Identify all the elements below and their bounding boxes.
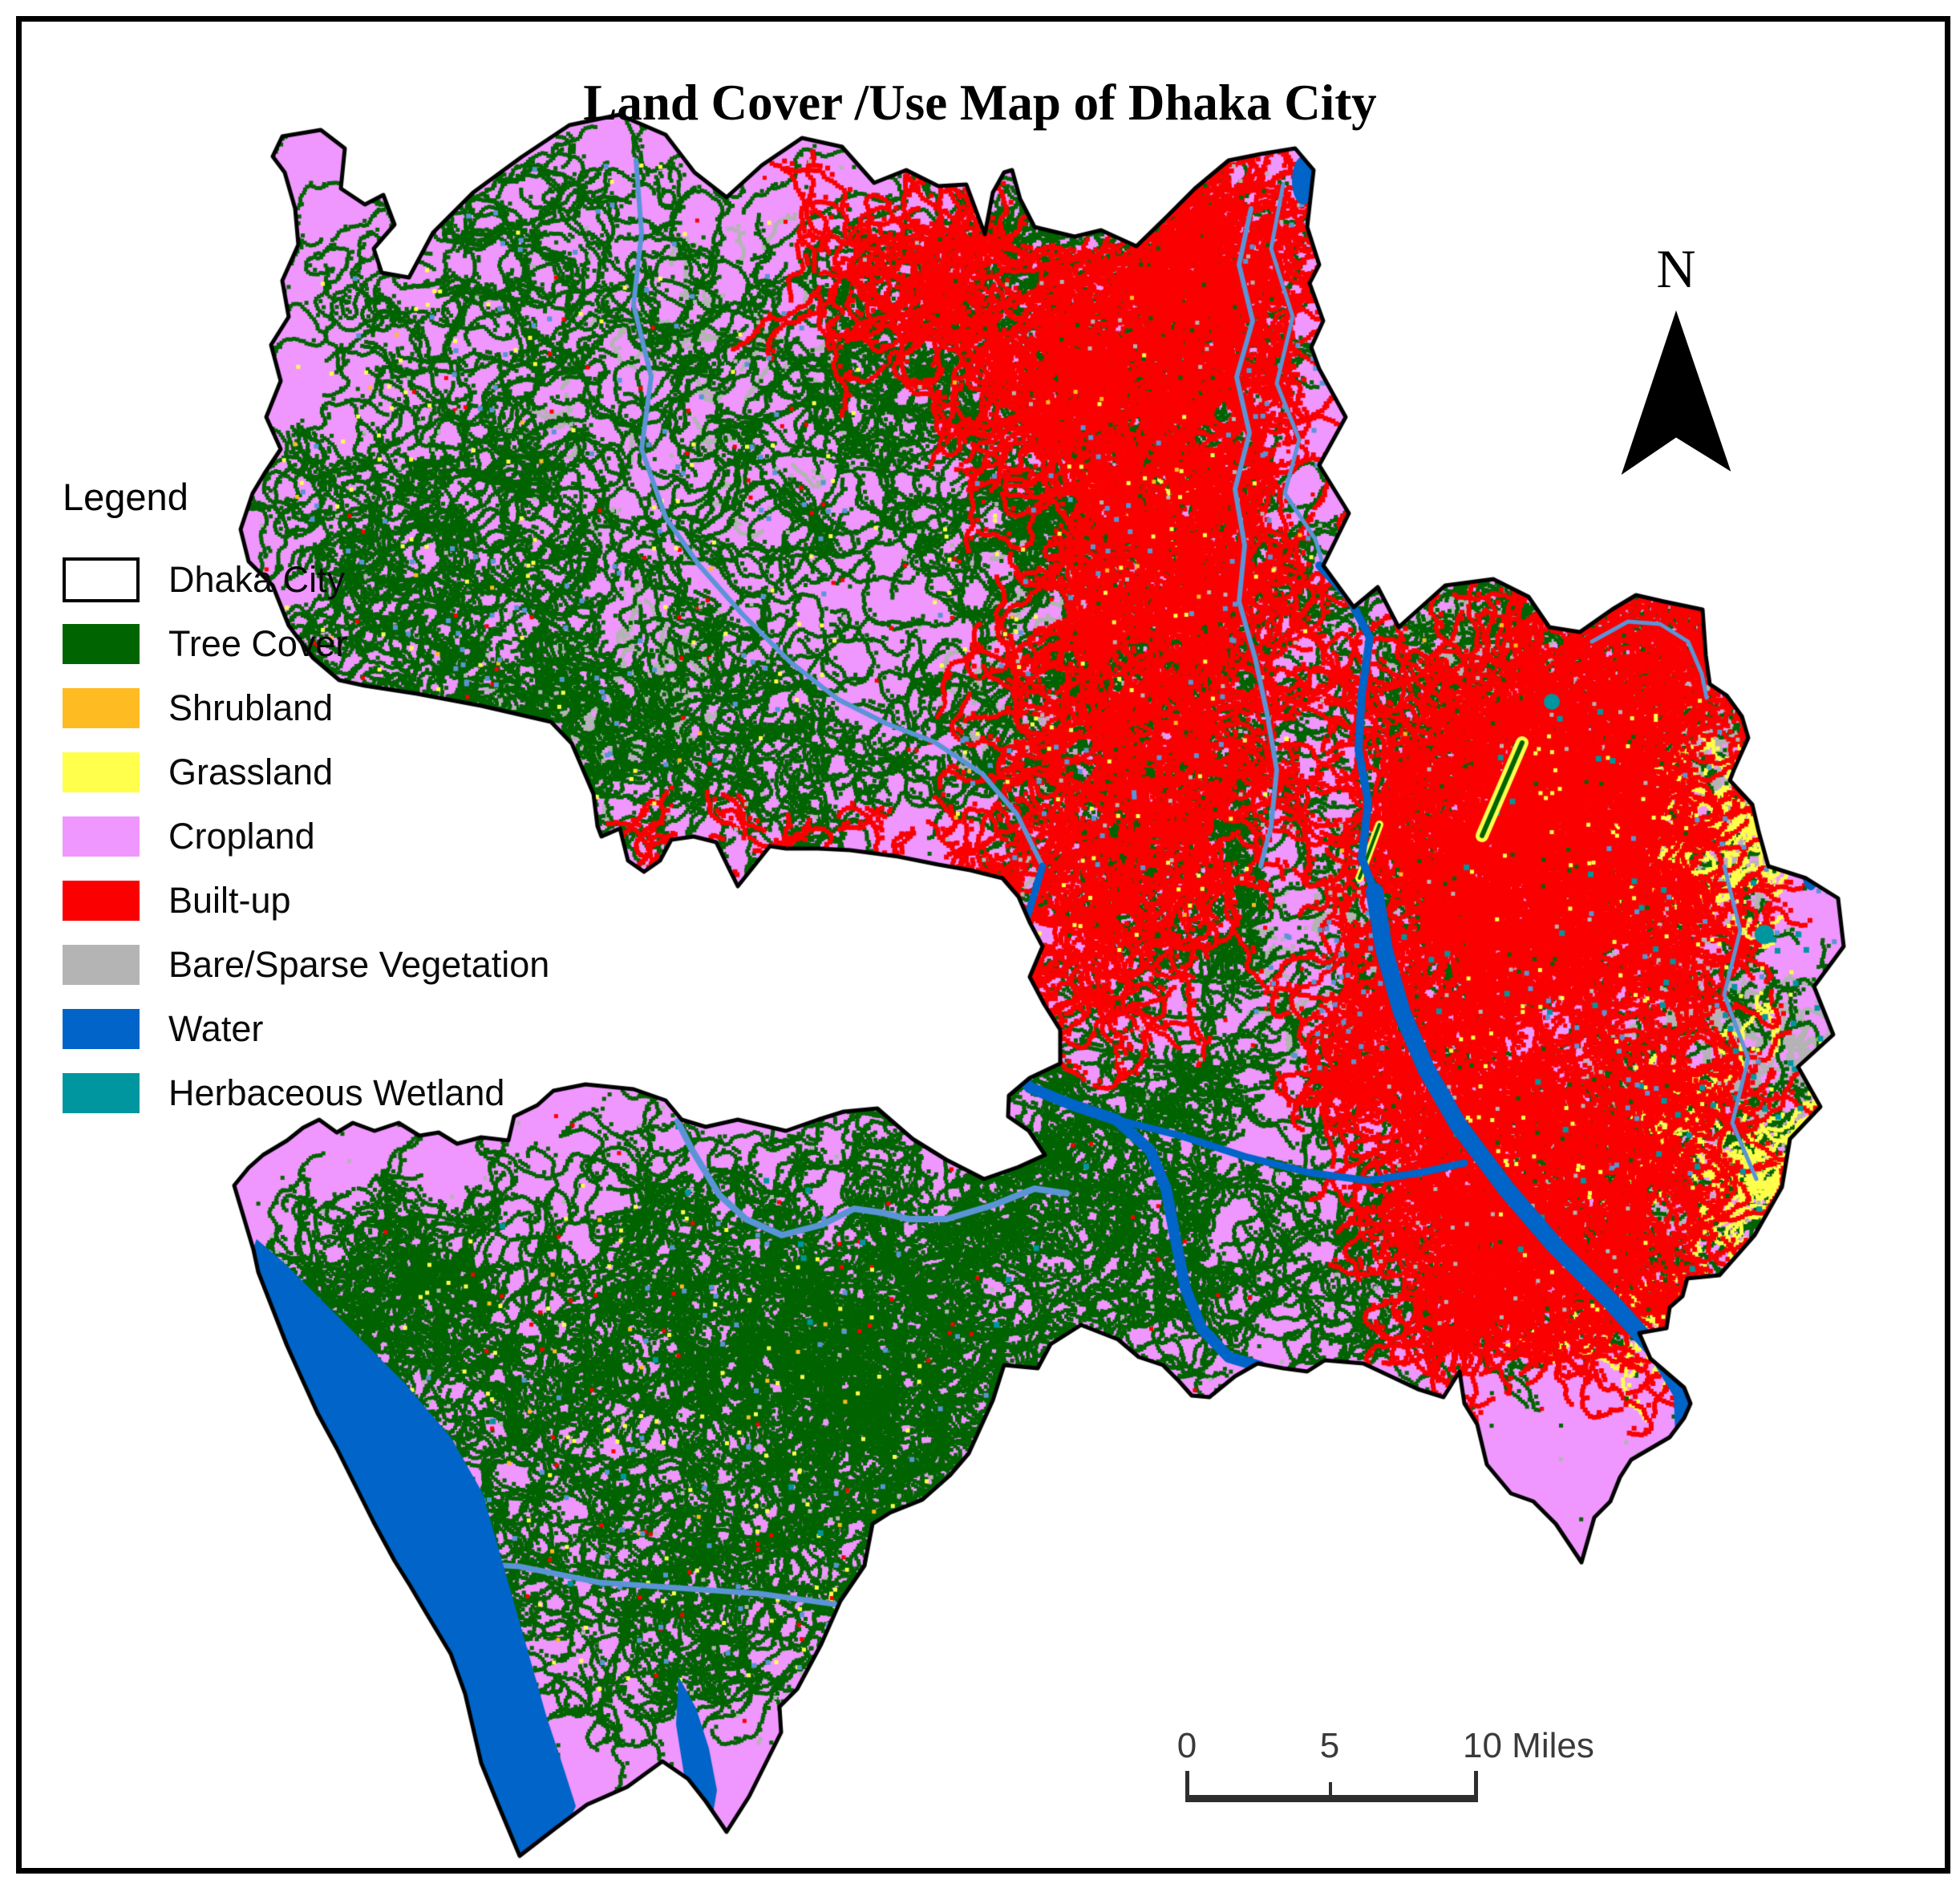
scale-bar: 0 5 10 Miles (1169, 1726, 1618, 1814)
legend-label: Bare/Sparse Vegetation (168, 944, 550, 985)
scale-label-0: 0 (1176, 1726, 1197, 1765)
legend-label: Grassland (168, 752, 334, 792)
legend-swatch (63, 557, 140, 602)
legend-item-dhaka-city: Dhaka City (63, 548, 549, 612)
legend-item-herbaceous-wetland: Herbaceous Wetland (63, 1061, 549, 1125)
legend-swatch (63, 1073, 140, 1113)
legend-swatch (63, 1009, 140, 1049)
scale-baseline (1185, 1795, 1478, 1802)
legend-title: Legend (63, 476, 188, 518)
legend-item-grassland: Grassland (63, 740, 549, 804)
map-title: Land Cover /Use Map of Dhaka City (583, 75, 1377, 132)
legend-label: Tree Cover (168, 623, 348, 664)
legend-label: Water (168, 1008, 264, 1049)
scale-label-5: 5 (1319, 1726, 1340, 1765)
legend-swatch (63, 945, 140, 985)
legend-item-bare-sparse-vegetation: Bare/Sparse Vegetation (63, 933, 549, 997)
legend-items: Dhaka City Tree Cover Shrubland Grassland Cr… (63, 548, 549, 1125)
legend-label: Dhaka City (168, 559, 346, 600)
north-arrow-icon (1621, 310, 1731, 475)
scale-tick-mid (1329, 1782, 1332, 1801)
legend-item-water: Water (63, 997, 549, 1061)
legend-swatch (63, 881, 140, 921)
legend-swatch (63, 624, 140, 664)
scale-tick-right (1474, 1771, 1478, 1801)
legend-label: Shrubland (168, 687, 334, 728)
legend-item-shrubland: Shrubland (63, 676, 549, 740)
legend-item-tree-cover: Tree Cover (63, 612, 549, 676)
legend-item-built-up: Built-up (63, 869, 549, 933)
legend-panel: Legend Dhaka City Tree Cover Shrubland Gras… (63, 475, 549, 1125)
scale-tick-left (1185, 1771, 1189, 1801)
legend-item-cropland: Cropland (63, 804, 549, 869)
legend-label: Built-up (168, 880, 291, 921)
legend-label: Herbaceous Wetland (168, 1072, 505, 1113)
north-label: N (1656, 238, 1696, 299)
legend-swatch (63, 688, 140, 728)
legend-label: Cropland (168, 816, 315, 857)
north-arrow: N (1610, 237, 1742, 475)
scale-label-10-miles: 10 Miles (1463, 1726, 1594, 1765)
legend-swatch (63, 752, 140, 792)
legend-swatch (63, 816, 140, 857)
